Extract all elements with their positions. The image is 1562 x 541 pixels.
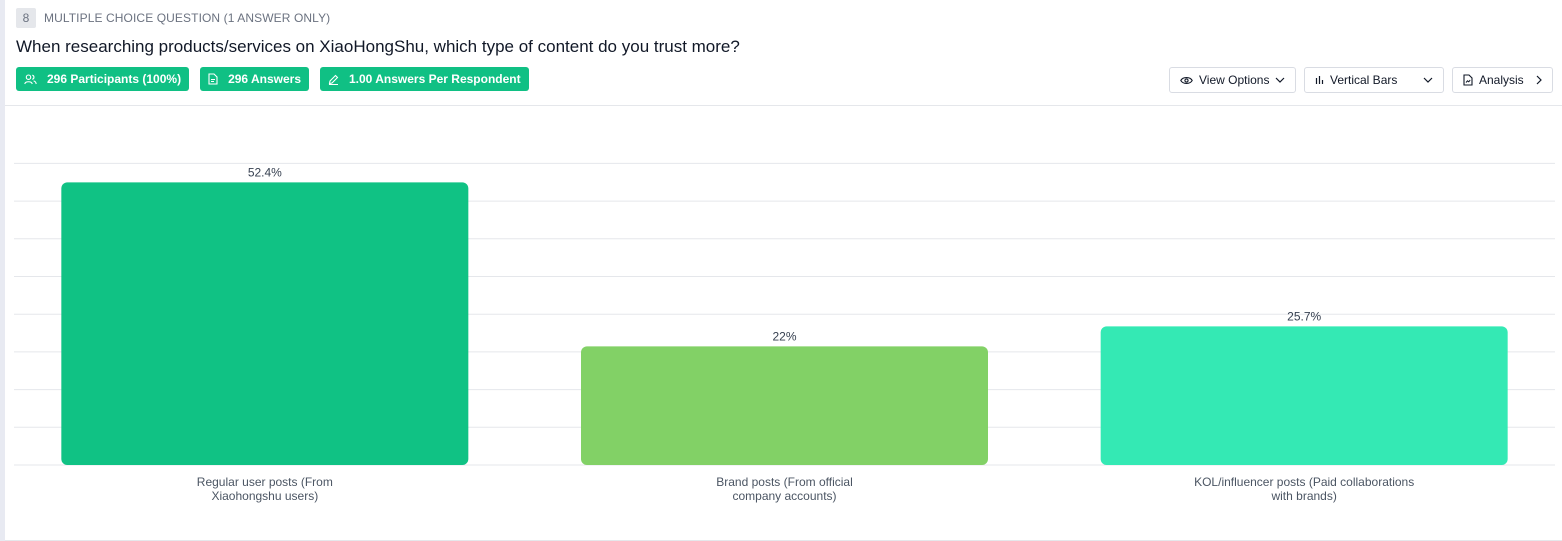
answers-label: 296 Answers [228, 72, 301, 86]
category-label: Regular user posts (From [197, 475, 333, 489]
participants-icon [24, 73, 37, 84]
eye-icon [1180, 76, 1193, 85]
chevron-right-icon [1536, 75, 1542, 85]
question-type-label: MULTIPLE CHOICE QUESTION (1 ANSWER ONLY) [44, 11, 331, 25]
answers-badge: 296 Answers [200, 67, 309, 91]
bar-value-label: 52.4% [248, 165, 282, 179]
category-label: Xiaohongshu users) [211, 489, 318, 503]
bar-1[interactable] [61, 182, 469, 465]
participants-label: 296 Participants (100%) [47, 72, 182, 86]
participants-badge: 296 Participants (100%) [16, 67, 190, 91]
bar-chart-icon [1315, 75, 1324, 85]
category-label: Brand posts (From official [716, 475, 853, 489]
bar-2[interactable] [581, 346, 988, 465]
bar-3[interactable] [1100, 326, 1508, 465]
report-icon [1463, 74, 1473, 86]
question-card: 8 MULTIPLE CHOICE QUESTION (1 ANSWER ONL… [5, 0, 1562, 541]
bar-value-label: 22% [772, 329, 796, 343]
category-label: company accounts) [732, 489, 836, 503]
category-label: with brands) [1270, 489, 1336, 503]
chart-type-label: Vertical Bars [1330, 73, 1398, 87]
chevron-down-icon [1423, 77, 1433, 83]
stats-badges: 296 Participants (100%) 296 Answers 1.00… [16, 67, 529, 91]
question-header: 8 MULTIPLE CHOICE QUESTION (1 ANSWER ONL… [5, 0, 1562, 106]
view-options-dropdown[interactable]: View Options [1169, 67, 1296, 93]
category-label: KOL/influencer posts (Paid collaboration… [1194, 475, 1414, 489]
question-title: When researching products/services on Xi… [16, 37, 740, 56]
bar-value-label: 25.7% [1287, 309, 1321, 323]
chevron-down-icon [1275, 77, 1285, 83]
left-rail [0, 0, 5, 541]
chart-controls: View Options Vertical Bars [1169, 67, 1553, 93]
answers-per-respondent-badge: 1.00 Answers Per Respondent [320, 67, 529, 91]
analysis-button[interactable]: Analysis [1452, 67, 1553, 93]
chart-type-dropdown[interactable]: Vertical Bars [1304, 67, 1444, 93]
document-icon [208, 73, 218, 85]
pencil-icon [328, 74, 339, 85]
view-options-label: View Options [1199, 73, 1270, 87]
question-number: 8 [16, 8, 36, 28]
answers-per-respondent-label: 1.00 Answers Per Respondent [349, 72, 521, 86]
chart-area: 52.4% Regular user posts (From Xiaohongshu… [5, 106, 1562, 541]
bar-chart: 52.4% Regular user posts (FromXiaohongshu… [14, 162, 1555, 503]
analysis-label: Analysis [1479, 73, 1524, 87]
